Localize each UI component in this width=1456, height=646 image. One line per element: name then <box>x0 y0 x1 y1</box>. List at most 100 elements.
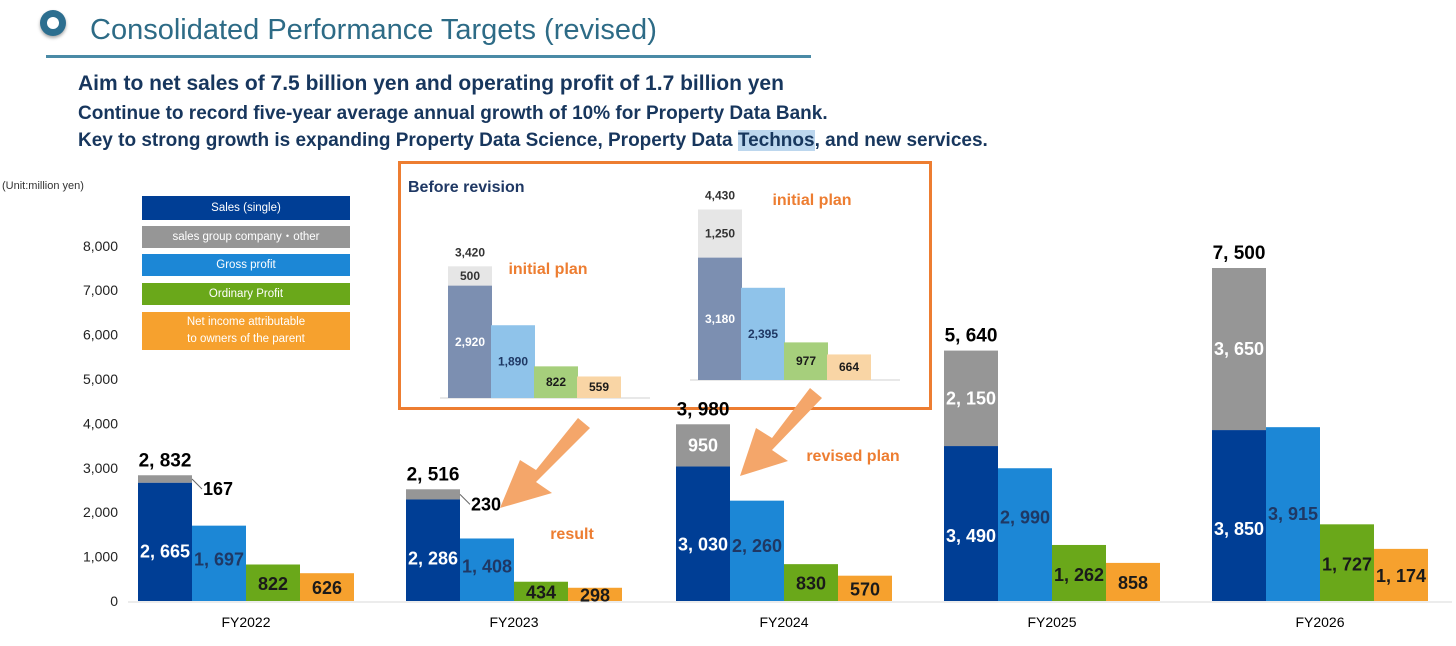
inset-bar-net <box>827 354 871 380</box>
annotation-result: result <box>550 526 594 543</box>
legend-group-label: sales group company・other <box>172 230 320 243</box>
bar-ordinary <box>784 564 838 601</box>
bar-gross <box>1266 427 1320 601</box>
data-label-group: 3, 650 <box>1214 339 1264 359</box>
bar-gross <box>998 468 1052 601</box>
legend-group: sales group company・other <box>142 226 350 248</box>
bar-sales <box>676 466 730 601</box>
legend-gross: Gross profit <box>142 254 350 276</box>
data-label-net: 570 <box>850 579 880 599</box>
data-label-ordinary: 434 <box>526 582 556 602</box>
data-label-gross: 1, 408 <box>462 557 512 577</box>
bar-ordinary <box>1052 544 1106 601</box>
data-label-net: 626 <box>312 578 342 598</box>
legend-net-label: Net income attributable to owners of the… <box>186 316 306 345</box>
data-label-ordinary: 830 <box>796 574 826 594</box>
subtitle-line-3-part-b: , and new services. <box>814 130 988 151</box>
data-label-ordinary: 822 <box>258 574 288 594</box>
bar-gross <box>460 538 514 601</box>
data-label-gross: 3, 915 <box>1268 504 1318 524</box>
inset-bar-ordinary <box>784 342 828 380</box>
title-row: Consolidated Performance Targets (revise… <box>38 4 813 58</box>
inset-bar-group <box>448 266 492 286</box>
y-tick-label: 3,000 <box>83 460 118 476</box>
subtitle-line-3-part-a: Key to strong growth is expanding Proper… <box>78 130 738 151</box>
x-tick-label: FY2023 <box>489 614 538 630</box>
inset-bar-sales <box>448 285 492 398</box>
arrow-icon <box>500 418 590 508</box>
legend-sales-label: Sales (single) <box>211 201 281 214</box>
inset-bar-group <box>698 209 742 258</box>
x-tick-label: FY2026 <box>1295 614 1344 630</box>
y-tick-label: 7,000 <box>83 282 118 298</box>
legend-ordinary-label: Ordinary Profit <box>208 287 284 300</box>
bar-net <box>1106 562 1160 601</box>
x-tick-label: FY2022 <box>221 614 270 630</box>
data-label-group: 167 <box>203 479 233 499</box>
data-label-total: 2, 516 <box>407 464 460 485</box>
inset-label-group: 500 <box>460 269 480 283</box>
subtitle-line-1: Aim to net sales of 7.5 billion yen and … <box>78 72 784 95</box>
bar-sales <box>138 482 192 601</box>
data-label-group: 950 <box>688 435 718 455</box>
data-label-gross: 1, 697 <box>194 550 244 570</box>
inset-label-gross: 2,395 <box>748 327 778 341</box>
y-tick-label: 4,000 <box>83 415 118 431</box>
inset-label-total: 4,430 <box>705 188 735 202</box>
subtitle-line-2: Continue to record five-year average ann… <box>78 103 828 124</box>
legend-ordinary: Ordinary Profit <box>142 283 350 305</box>
data-label-net: 858 <box>1118 573 1148 593</box>
legend-net: Net income attributable to owners of the… <box>142 312 350 350</box>
inset-label-gross: 1,890 <box>498 355 528 369</box>
y-tick-label: 8,000 <box>83 238 118 254</box>
bar-net <box>568 587 622 601</box>
initial-plan-label: initial plan <box>508 261 587 278</box>
leader-line <box>459 494 471 505</box>
legend-gross-label: Gross profit <box>216 258 276 271</box>
unit-label: (Unit:million yen) <box>2 180 84 192</box>
inset-label-total: 3,420 <box>455 245 485 259</box>
x-tick-label: FY2025 <box>1027 614 1076 630</box>
inset-label-ordinary: 822 <box>546 375 566 389</box>
data-label-total: 7, 500 <box>1213 243 1266 264</box>
annotation-revised-plan: revised plan <box>806 448 899 465</box>
data-label-total: 3, 980 <box>677 399 730 420</box>
bar-gross <box>192 525 246 601</box>
bar-net <box>300 573 354 601</box>
data-label-sales: 3, 850 <box>1214 519 1264 539</box>
subtitle-line-3: Key to strong growth is expanding Proper… <box>78 130 988 152</box>
arrow-icon <box>740 388 822 476</box>
data-label-sales: 3, 490 <box>946 526 996 546</box>
inset-bar-ordinary <box>534 366 578 398</box>
bar-ordinary <box>1320 524 1374 601</box>
bullet-circle-icon <box>40 10 66 36</box>
data-label-sales: 2, 286 <box>408 548 458 568</box>
data-label-total: 2, 832 <box>139 450 192 471</box>
subtitle-highlight: Technos <box>737 130 815 151</box>
data-label-net: 298 <box>580 585 610 605</box>
page-title: Consolidated Performance Targets (revise… <box>90 14 657 46</box>
bar-ordinary <box>246 564 300 601</box>
inset-label-ordinary: 977 <box>796 354 816 368</box>
leader-line <box>191 478 203 490</box>
initial-plan-label: initial plan <box>772 192 851 209</box>
bar-group <box>1212 268 1266 431</box>
data-label-group: 2, 150 <box>946 388 996 408</box>
data-label-group: 230 <box>471 494 501 514</box>
legend-sales: Sales (single) <box>142 196 350 220</box>
inset-label-net: 664 <box>839 360 859 374</box>
inset-bar-gross <box>491 325 535 398</box>
bar-group <box>138 475 192 483</box>
bar-group <box>676 424 730 467</box>
bar-group <box>944 350 998 447</box>
inset-label-sales: 2,920 <box>455 335 485 349</box>
data-label-sales: 3, 030 <box>678 534 728 554</box>
inset-label-group: 1,250 <box>705 227 735 241</box>
data-label-sales: 2, 665 <box>140 541 190 561</box>
bar-ordinary <box>514 581 568 601</box>
inset-label-sales: 3,180 <box>705 312 735 326</box>
y-tick-label: 2,000 <box>83 504 118 520</box>
bar-sales <box>1212 430 1266 601</box>
bar-gross <box>730 500 784 601</box>
bar-sales <box>944 446 998 601</box>
